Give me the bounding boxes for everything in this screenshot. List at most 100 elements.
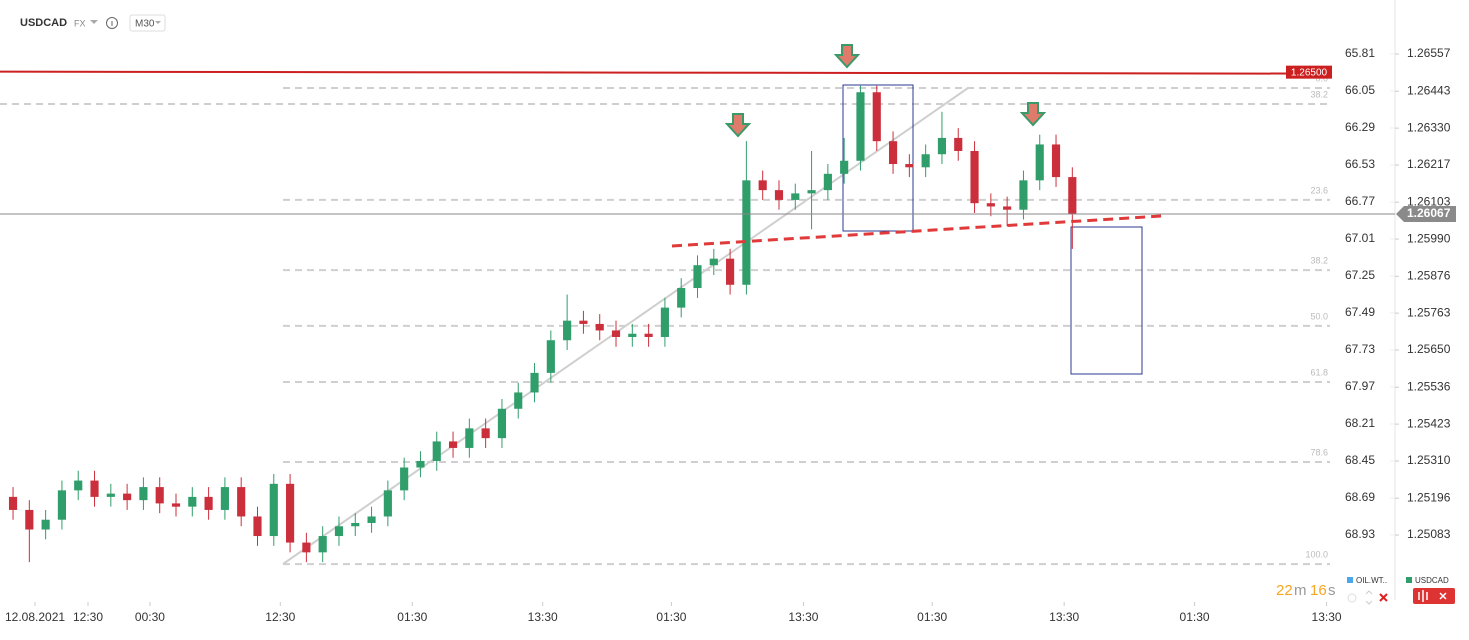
candle-body (204, 496, 213, 510)
market: FX (74, 18, 86, 28)
arrow (724, 113, 752, 138)
y-tick-label: 1.25310 (1407, 453, 1451, 467)
candle-body (856, 92, 865, 161)
fib-label: 100.0 (1305, 549, 1328, 559)
candle-body (8, 496, 18, 510)
y2-tick-label: 68.21 (1345, 416, 1375, 430)
candle-body (25, 509, 34, 530)
y2-tick-label: 67.25 (1345, 268, 1375, 282)
y-tick-label: 1.25196 (1407, 490, 1451, 504)
candle-body (888, 141, 898, 165)
y2-tick-label: 67.49 (1345, 305, 1375, 319)
legend-label[interactable]: USDCAD (1415, 576, 1449, 585)
candle-body (302, 542, 311, 553)
legend-swatch (1406, 577, 1412, 583)
resistance-label: 1.26500 (1291, 67, 1328, 78)
candle-body (106, 493, 115, 497)
candle-body (188, 496, 197, 507)
info-icon[interactable] (106, 17, 118, 29)
target-box (1070, 226, 1143, 375)
fib-label: 38.2 (1310, 255, 1328, 265)
y-tick-label: 1.25876 (1407, 268, 1451, 282)
reorder-icon[interactable] (1365, 590, 1373, 605)
y-tick-label: 1.26103 (1407, 194, 1451, 208)
x-tick-label: 00:30 (135, 610, 165, 624)
arrow (833, 44, 861, 69)
candle-body (220, 487, 229, 510)
candle-body (481, 428, 490, 439)
candle-body (1019, 180, 1028, 210)
countdown-seconds: 16 (1310, 582, 1327, 599)
y2-tick-label: 68.45 (1345, 453, 1375, 467)
levels-layer: 1.26500 1.26067 (0, 65, 1456, 222)
x-tick-label: 01:30 (1180, 610, 1210, 624)
interval-caret (155, 21, 161, 24)
candle-body (383, 490, 392, 517)
visibility-icon[interactable] (1347, 593, 1357, 603)
candle-body (74, 480, 83, 491)
candle-body (546, 340, 555, 373)
y2-tick-label: 66.29 (1345, 120, 1375, 134)
legend-swatch (1347, 577, 1353, 583)
candle-body (1035, 144, 1044, 181)
candle-body (628, 333, 637, 337)
candle-body (693, 265, 702, 289)
legend-label[interactable]: OIL.WT.. (1356, 576, 1387, 585)
candle-body (758, 180, 767, 191)
candle-body (595, 323, 604, 331)
y2-tick-label: 67.97 (1345, 379, 1375, 393)
x-tick-label: 13:30 (788, 610, 818, 624)
candle-body (774, 190, 784, 200)
candle-body (954, 137, 963, 151)
x-tick-label: 01:30 (397, 610, 427, 624)
countdown-minutes: 22 (1276, 582, 1293, 599)
candle-body (269, 483, 278, 537)
pattern-box (842, 84, 914, 232)
candle-body (611, 330, 621, 337)
candle-body (677, 288, 686, 308)
candle-body (367, 516, 376, 523)
candle-body (563, 320, 572, 341)
candle-body (905, 164, 914, 168)
candle-body (840, 160, 849, 174)
candle-body (334, 526, 344, 537)
fib-label: 78.6 (1310, 447, 1328, 457)
y-tick-label: 1.26330 (1407, 120, 1451, 134)
series-controls-icons (1418, 590, 1447, 602)
dropdown-caret[interactable] (90, 20, 98, 24)
symbol[interactable]: USDCAD (20, 17, 67, 29)
countdown-unit: s (1328, 582, 1336, 599)
candle-body (1051, 144, 1061, 178)
candle-body (986, 203, 995, 207)
candle-body (400, 467, 409, 491)
candle-body (660, 307, 669, 337)
candle-body (318, 536, 327, 553)
fib-label: 38.2 (1310, 89, 1328, 99)
y2-tick-label: 67.73 (1345, 342, 1375, 356)
y-tick-label: 1.25083 (1407, 527, 1451, 541)
candle-body (448, 441, 458, 448)
candle-body (579, 320, 588, 324)
y2-tick-label: 65.81 (1345, 46, 1375, 60)
candle-body (465, 428, 474, 448)
candle-body (530, 372, 539, 393)
candle-body (514, 392, 523, 409)
x-tick-label: 13:30 (1049, 610, 1079, 624)
remove-icon[interactable] (1379, 593, 1388, 602)
y-tick-label: 1.26217 (1407, 157, 1451, 171)
resistance-line (0, 70, 1333, 75)
fib-label: 50.0 (1310, 311, 1328, 321)
y2-tick-label: 67.01 (1345, 231, 1375, 245)
candle-body (742, 180, 751, 285)
y2-tick-label: 68.69 (1345, 490, 1375, 504)
candle-body (921, 154, 930, 168)
y-tick-label: 1.25650 (1407, 342, 1451, 356)
candle-body (237, 487, 246, 517)
interval-box[interactable] (129, 14, 166, 32)
y-tick-label: 1.26557 (1407, 46, 1451, 60)
fib-label: 23.6 (1310, 185, 1328, 195)
last-price-label: 1.26067 (1407, 206, 1451, 220)
candle-body (351, 522, 360, 527)
